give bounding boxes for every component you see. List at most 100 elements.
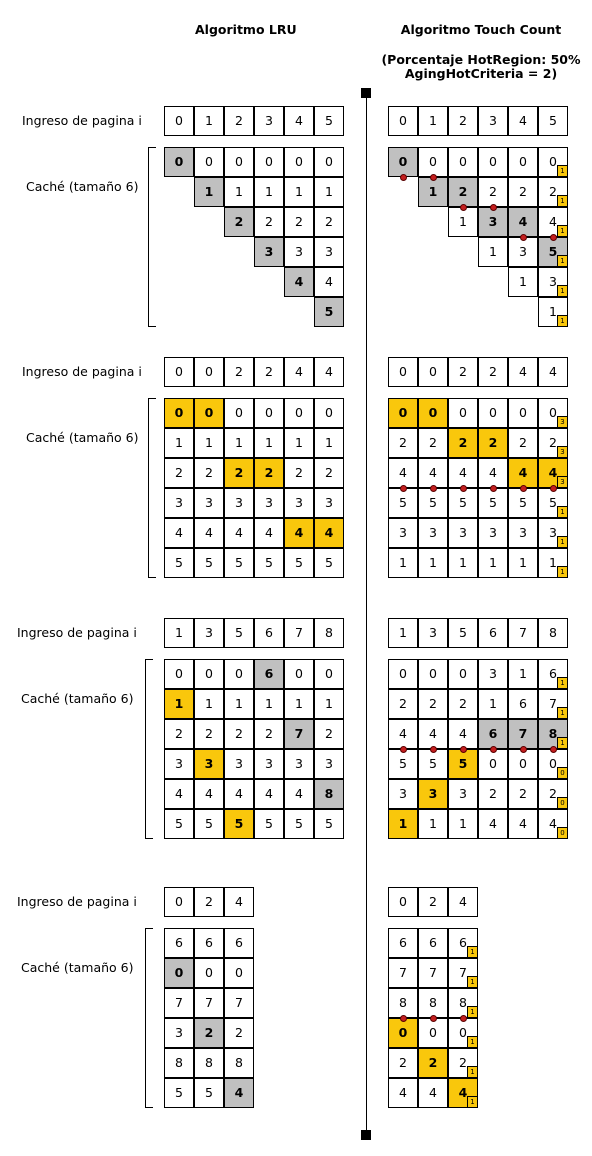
tc-cache-cell: 8 [388, 988, 418, 1018]
lru-cache-cell: 3 [284, 488, 314, 518]
region-marker-dot [519, 484, 527, 492]
lru-input-cell: 2 [254, 357, 284, 387]
region-marker-dot [399, 173, 407, 181]
tc-cache-cell-value: 3 [429, 525, 437, 540]
lru-cache-cell-value: 3 [205, 495, 213, 510]
lru-cache-cell-value: 3 [265, 495, 273, 510]
region-marker-dot [429, 484, 437, 492]
tc-cache-cell-value: 0 [519, 756, 527, 771]
lru-cache-cell-value: 5 [205, 1085, 213, 1100]
tc-input-cell-value: 6 [489, 625, 497, 640]
lru-cache-cell-value: 4 [235, 525, 243, 540]
tc-input-cell: 4 [508, 357, 538, 387]
lru-cache-cell-value: 1 [295, 696, 303, 711]
lru-cache-cell: 3 [254, 237, 284, 267]
tc-cache-cell: 2 [448, 428, 478, 458]
lru-cache-cell: 4 [314, 267, 344, 297]
lru-input-cell-value: 4 [295, 113, 303, 128]
tc-input-cell: 0 [418, 357, 448, 387]
lru-cache-cell: 4 [224, 779, 254, 809]
tc-cache-cell: 0 [418, 1018, 448, 1048]
lru-cache-cell-value: 3 [175, 495, 183, 510]
lru-cache-cell: 0 [164, 398, 194, 428]
lru-cache-cell: 2 [194, 458, 224, 488]
tc-cache-cell: 4 [388, 458, 418, 488]
tc-cache-cell-value: 3 [399, 525, 407, 540]
lru-cache-cell: 6 [224, 928, 254, 958]
lru-input-cell-value: 7 [295, 625, 303, 640]
lru-cache-cell-value: 0 [265, 154, 273, 169]
lru-input-cell: 5 [224, 618, 254, 648]
tc-cache-cell-value: 2 [399, 1055, 407, 1070]
lru-cache-cell-value: 0 [235, 154, 243, 169]
lru-cache-cell-value: 2 [175, 726, 183, 741]
tc-input-cell-value: 0 [429, 364, 437, 379]
lru-cache-cell-value: 0 [235, 405, 243, 420]
lru-cache-cell: 5 [254, 548, 284, 578]
tc-cache-cell-value: 0 [398, 1025, 408, 1040]
tc-input-cell-value: 5 [549, 113, 557, 128]
lru-cache-cell: 2 [254, 719, 284, 749]
lru-cache-cell-value: 8 [235, 1055, 243, 1070]
tc-cache-cell: 0 [508, 749, 538, 779]
tc-input-cell-value: 0 [399, 364, 407, 379]
tc-cache-cell-value: 4 [399, 465, 407, 480]
tc-cache-cell: 4 [418, 719, 448, 749]
tc-input-cell-value: 3 [429, 625, 437, 640]
lru-cache-cell-value: 1 [175, 435, 183, 450]
lru-cache-cell: 3 [164, 488, 194, 518]
tc-cache-cell-value: 0 [398, 154, 408, 169]
touch-count-badge: 1 [557, 165, 567, 176]
lru-cache-cell: 5 [314, 809, 344, 839]
tc-cache-cell-value: 4 [399, 726, 407, 741]
lru-cache-cell: 5 [284, 548, 314, 578]
tc-cache-cell-value: 0 [429, 666, 437, 681]
tc-input-cell: 6 [478, 618, 508, 648]
tc-cache-cell-value: 2 [519, 184, 527, 199]
region-marker-dot [459, 745, 467, 753]
tc-input-cell-value: 0 [399, 113, 407, 128]
tc-input-cell-value: 0 [399, 894, 407, 909]
lru-cache-cell: 0 [314, 147, 344, 177]
lru-input-cell-value: 4 [325, 364, 333, 379]
lru-cache-cell-value: 3 [325, 244, 333, 259]
lru-cache-cell: 4 [224, 518, 254, 548]
tc-cache-cell-value: 5 [458, 756, 468, 771]
tc-cache-cell-value: 1 [429, 555, 437, 570]
lru-cache-cell: 0 [164, 147, 194, 177]
lru-input-cell: 0 [164, 357, 194, 387]
tc-cache-cell: 4 [388, 719, 418, 749]
tc-cache-cell-value: 5 [459, 495, 467, 510]
lru-cache-cell-value: 1 [265, 435, 273, 450]
tc-cache-cell: 0 [508, 147, 538, 177]
tc-cache-cell: 1 [448, 809, 478, 839]
lru-cache-cell: 5 [254, 809, 284, 839]
tc-cache-cell: 2 [478, 779, 508, 809]
tc-cache-cell-value: 0 [428, 405, 438, 420]
tc-cache-cell: 6 [388, 928, 418, 958]
lru-cache-cell-value: 2 [325, 214, 333, 229]
tc-cache-cell-value: 4 [429, 1085, 437, 1100]
tc-cache-cell-value: 2 [489, 184, 497, 199]
lru-input-cell: 0 [164, 106, 194, 136]
lru-cache-cell-value: 3 [295, 756, 303, 771]
lru-cache-cell-value: 0 [205, 666, 213, 681]
lru-cache-cell-value: 4 [265, 786, 273, 801]
tc-input-cell-value: 4 [549, 364, 557, 379]
lru-cache-cell: 4 [194, 779, 224, 809]
lru-cache-cell-value: 4 [175, 525, 183, 540]
tc-cache-cell: 0 [448, 398, 478, 428]
lru-cache-cell-value: 0 [205, 965, 213, 980]
tc-cache-cell-value: 3 [549, 525, 557, 540]
lru-cache-cell-value: 8 [205, 1055, 213, 1070]
tc-cache-cell: 2 [508, 779, 538, 809]
lru-cache-cell: 7 [284, 719, 314, 749]
lru-cache-cell: 8 [194, 1048, 224, 1078]
lru-cache-cell: 3 [224, 488, 254, 518]
lru-cache-cell-value: 2 [234, 465, 244, 480]
tc-cache-cell: 3 [418, 518, 448, 548]
